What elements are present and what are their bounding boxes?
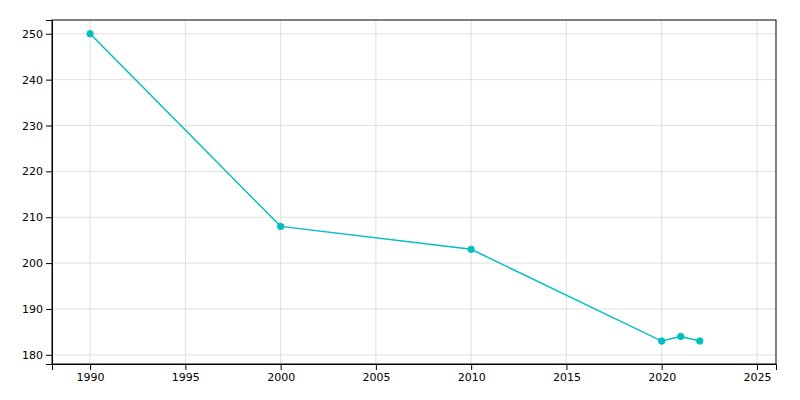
point bbox=[277, 223, 283, 229]
x-tick-mark bbox=[757, 364, 758, 370]
x-tick-label: 2025 bbox=[743, 371, 771, 384]
x-tick-mark bbox=[185, 364, 186, 370]
point bbox=[697, 338, 703, 344]
y-tick: 200 bbox=[22, 257, 52, 270]
x-tick-mark bbox=[281, 364, 282, 370]
y-tick-mark bbox=[46, 80, 52, 81]
y-grid-line bbox=[52, 217, 776, 218]
x-tick: 2005 bbox=[362, 364, 390, 384]
x-tick-label: 1990 bbox=[77, 371, 105, 384]
x-tick: 1990 bbox=[77, 364, 105, 384]
y-tick-label: 220 bbox=[22, 165, 43, 178]
y-tick-label: 250 bbox=[22, 28, 43, 41]
y-tick-mark bbox=[46, 125, 52, 126]
chart-svg: 1990 1995 2000 2005 2010 2015 2020 2025 180 190 20… bbox=[0, 0, 800, 400]
x-tick-label: 2010 bbox=[458, 371, 486, 384]
x-tick-label: 2000 bbox=[267, 371, 295, 384]
y-tick: 180 bbox=[22, 349, 52, 362]
data-layer bbox=[87, 31, 703, 345]
y-tick: 250 bbox=[22, 28, 52, 41]
x-tick-label: 2020 bbox=[648, 371, 676, 384]
y-grid-line bbox=[52, 263, 776, 264]
x-grid-line bbox=[185, 20, 186, 364]
x-grid-line bbox=[661, 20, 662, 364]
x-tick-mark bbox=[662, 364, 663, 370]
x-axis: 1990 1995 2000 2005 2010 2015 2020 2025 bbox=[53, 364, 777, 384]
y-axis: 180 190 200 210 220 230 240 250 bbox=[22, 21, 53, 365]
point bbox=[87, 31, 93, 37]
point bbox=[468, 246, 474, 252]
x-grid-line bbox=[756, 20, 757, 364]
x-grid-line bbox=[90, 20, 91, 364]
x-tick-mark bbox=[90, 364, 91, 370]
x-tick-label: 2005 bbox=[362, 371, 390, 384]
y-grid-line bbox=[52, 125, 776, 126]
x-grid-line bbox=[280, 20, 281, 364]
grid bbox=[52, 20, 776, 364]
x-tick-mark bbox=[376, 364, 377, 370]
y-tick-label: 190 bbox=[22, 303, 43, 316]
y-grid-line bbox=[52, 308, 776, 309]
x-grid-line bbox=[566, 20, 567, 364]
point bbox=[658, 338, 664, 344]
x-grid-line bbox=[471, 20, 472, 364]
x-tick: 2010 bbox=[458, 364, 486, 384]
y-tick-mark bbox=[46, 263, 52, 264]
x-tick: 2025 bbox=[743, 364, 771, 384]
y-tick-mark bbox=[46, 34, 52, 35]
y-grid-line bbox=[52, 171, 776, 172]
x-tick-label: 2015 bbox=[553, 371, 581, 384]
y-tick-label: 200 bbox=[22, 257, 43, 270]
x-axis-line bbox=[53, 365, 777, 371]
y-tick-mark bbox=[46, 309, 52, 310]
plot-frame bbox=[52, 20, 776, 364]
y-tick-label: 210 bbox=[22, 211, 43, 224]
chart-container: 1990 1995 2000 2005 2010 2015 2020 2025 180 190 20… bbox=[0, 0, 800, 400]
y-tick: 190 bbox=[22, 303, 52, 316]
y-grid-line bbox=[52, 33, 776, 34]
x-tick-label: 1995 bbox=[172, 371, 200, 384]
plot: 1990 1995 2000 2005 2010 2015 2020 2025 180 190 20… bbox=[22, 20, 777, 384]
y-tick-label: 240 bbox=[22, 74, 43, 87]
y-tick-mark bbox=[46, 355, 52, 356]
y-tick-mark bbox=[46, 217, 52, 218]
x-tick-mark bbox=[566, 364, 567, 370]
x-tick-mark bbox=[471, 364, 472, 370]
y-tick-label: 180 bbox=[22, 349, 43, 362]
y-grid-line bbox=[52, 354, 776, 355]
y-tick: 210 bbox=[22, 211, 52, 224]
x-tick: 2000 bbox=[267, 364, 295, 384]
y-grid-line bbox=[52, 79, 776, 80]
y-tick: 240 bbox=[22, 74, 52, 87]
x-tick: 2020 bbox=[648, 364, 676, 384]
x-grid-line bbox=[375, 20, 376, 364]
y-tick-label: 230 bbox=[22, 120, 43, 133]
y-tick-mark bbox=[46, 171, 52, 172]
point bbox=[678, 333, 684, 339]
line bbox=[90, 34, 700, 341]
x-tick: 1995 bbox=[172, 364, 200, 384]
y-tick: 220 bbox=[22, 165, 52, 178]
x-tick: 2015 bbox=[553, 364, 581, 384]
y-tick: 230 bbox=[22, 120, 52, 133]
